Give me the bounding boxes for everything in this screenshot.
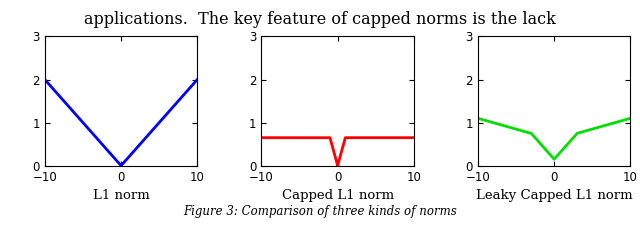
Text: Figure 3: Comparison of three kinds of norms: Figure 3: Comparison of three kinds of n… — [183, 205, 457, 218]
Text: applications.  The key feature of capped norms is the lack: applications. The key feature of capped … — [84, 11, 556, 27]
X-axis label: Capped L1 norm: Capped L1 norm — [282, 189, 394, 202]
X-axis label: Leaky Capped L1 norm: Leaky Capped L1 norm — [476, 189, 632, 202]
X-axis label: L1 norm: L1 norm — [93, 189, 149, 202]
